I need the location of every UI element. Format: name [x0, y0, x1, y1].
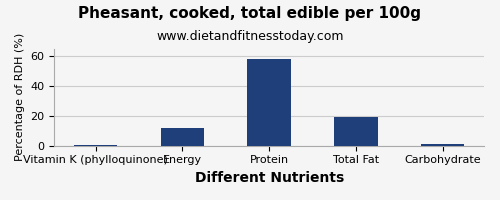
Bar [334, 117, 378, 146]
Text: www.dietandfitnesstoday.com: www.dietandfitnesstoday.com [156, 30, 344, 43]
Text: Pheasant, cooked, total edible per 100g: Pheasant, cooked, total edible per 100g [78, 6, 422, 21]
Bar [421, 144, 465, 146]
Bar [74, 145, 118, 146]
Bar [248, 59, 291, 146]
X-axis label: Different Nutrients: Different Nutrients [194, 171, 344, 185]
Y-axis label: Percentage of RDH (%): Percentage of RDH (%) [15, 33, 25, 161]
Bar [160, 128, 204, 146]
